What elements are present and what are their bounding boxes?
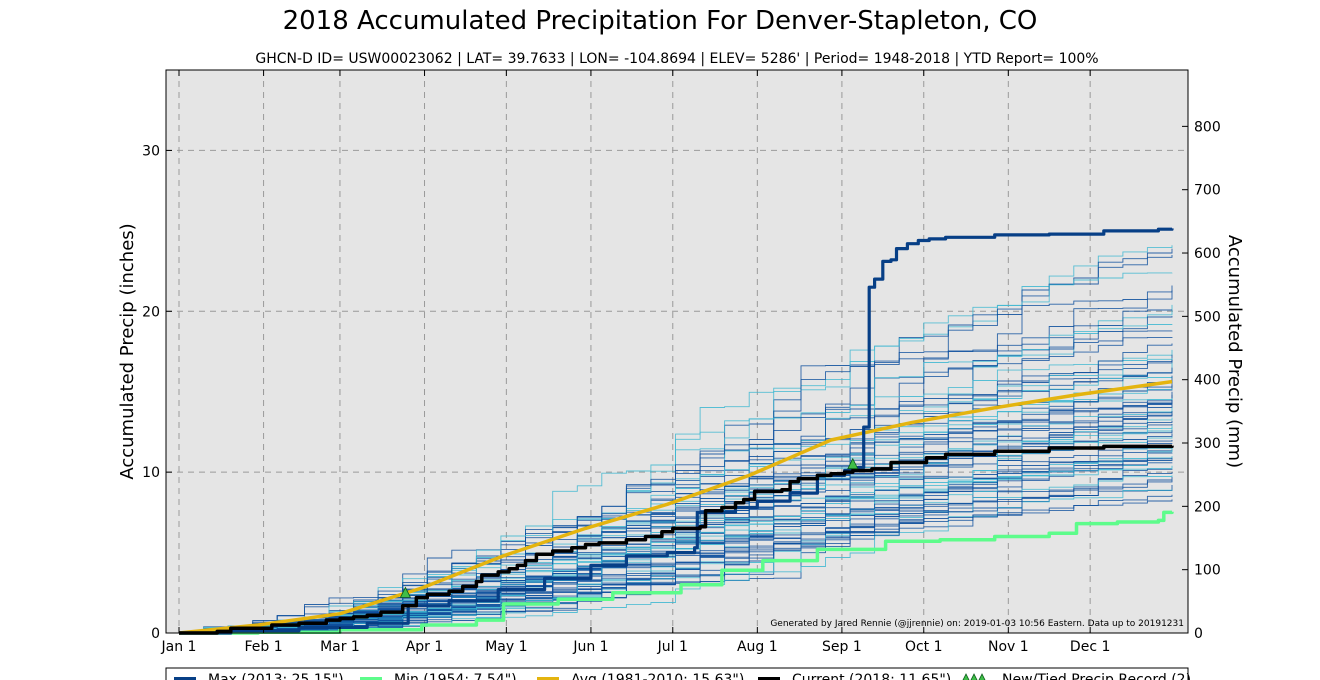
x-tick-label: Sep 1 <box>822 639 862 655</box>
historical-year-line <box>179 448 1173 634</box>
y-tick-label-right: 800 <box>1194 119 1221 135</box>
legend-record-icon <box>978 673 986 680</box>
record-marker <box>399 586 412 598</box>
legend-label-max: Max (2013: 25.15") <box>208 672 344 680</box>
avg-series-line <box>178 379 1173 635</box>
x-tick-label: Feb 1 <box>244 639 282 655</box>
y-axis-label-right: Accumulated Precip (mm) <box>1224 235 1245 468</box>
legend-box <box>165 667 1189 680</box>
y-tick-label-left: 20 <box>142 304 160 320</box>
historical-year-line <box>179 403 1173 634</box>
x-tick-label: Jul 1 <box>657 639 688 655</box>
y-tick-label-right: 400 <box>1194 373 1221 389</box>
legend-record-icon <box>962 673 970 680</box>
series-lines <box>178 227 1174 635</box>
y-tick-label-right: 300 <box>1194 436 1221 452</box>
y-tick-label-right: 200 <box>1194 499 1221 515</box>
x-tick-label: Mar 1 <box>320 639 360 655</box>
y-tick-label-left: 10 <box>142 465 160 481</box>
x-tick-label: Aug 1 <box>737 639 778 655</box>
record-marker <box>847 457 859 470</box>
y-tick-label-right: 100 <box>1194 563 1221 579</box>
legend-record-icon <box>970 673 978 680</box>
x-tick-label: Apr 1 <box>406 639 444 655</box>
x-tick-label: Jan 1 <box>161 639 197 655</box>
historical-year-line <box>179 477 1173 634</box>
y-tick-label-left: 30 <box>142 143 160 159</box>
y-tick-label-right: 600 <box>1194 246 1221 262</box>
y-tick-label-right: 0 <box>1194 626 1203 642</box>
legend: Max (2013: 25.15") Min (1954: 7.54") Avg (… <box>165 667 1191 680</box>
y-tick-label-left: 0 <box>151 626 160 642</box>
y-axis-label-left: Accumulated Precip (inches) <box>117 223 138 479</box>
chart-title: 2018 Accumulated Precipitation For Denve… <box>282 6 1038 36</box>
axes: Jan 1 Feb 1 Mar 1 Apr 1 May 1 Jun 1 Jul 1 Aug 1… <box>142 70 1221 655</box>
credit-note: Generated by Jared Rennie (@jjrennie) on… <box>770 619 1184 629</box>
chart-subtitle: GHCN-D ID= USW00023062 | LAT= 39.7633 | … <box>255 51 1099 67</box>
legend-label-min: Min (1954: 7.54") <box>394 672 517 680</box>
legend-label-current: Current (2018: 11.65") <box>792 672 951 680</box>
record-markers <box>399 457 859 598</box>
plot-frame <box>165 69 1189 634</box>
legend-label-record: New/Tied Precip Record (2) <box>1002 672 1191 680</box>
legend-label-avg: Avg (1981-2010: 15.63") <box>571 672 744 680</box>
current-series-line <box>179 444 1174 635</box>
x-tick-label: Jun 1 <box>572 639 608 655</box>
y-tick-label-right: 700 <box>1194 183 1221 199</box>
y-tick-label-right: 500 <box>1194 309 1221 325</box>
x-tick-label: Dec 1 <box>1070 639 1110 655</box>
x-tick-label: Nov 1 <box>988 639 1029 655</box>
plot-area <box>166 70 1188 633</box>
x-tick-label: May 1 <box>485 639 527 655</box>
x-tick-label: Oct 1 <box>905 639 943 655</box>
min-series-line <box>179 510 1174 635</box>
